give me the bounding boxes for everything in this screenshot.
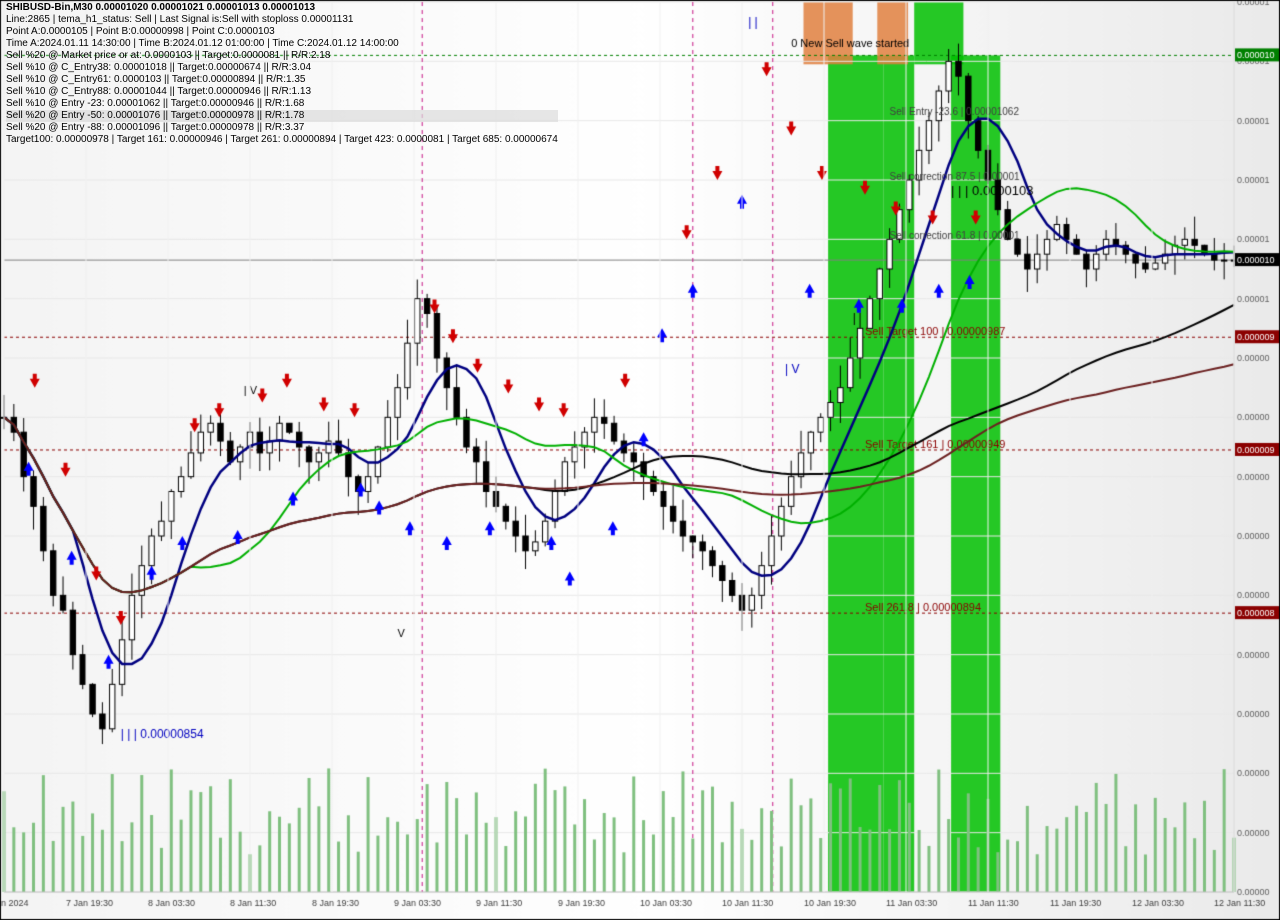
- info-line: Sell %20 @ Market price or at: 0.0000103…: [6, 50, 558, 62]
- info-lines: Line:2865 | tema_h1_status: Sell | Last …: [6, 14, 558, 146]
- chart-title: SHIBUSD-Bin,M30 0.00001020 0.00001021 0.…: [6, 2, 558, 14]
- info-line: Line:2865 | tema_h1_status: Sell | Last …: [6, 14, 558, 26]
- info-line: Point A:0.0000105 | Point B:0.00000998 |…: [6, 26, 558, 38]
- info-line: Sell %10 @ Entry -23: 0.00001062 || Targ…: [6, 98, 558, 110]
- info-line: Time A:2024.01.11 14:30:00 | Time B:2024…: [6, 38, 558, 50]
- chart-info-overlay: SHIBUSD-Bin,M30 0.00001020 0.00001021 0.…: [6, 2, 558, 146]
- info-line: Sell %10 @ C_Entry61: 0.0000103 || Targe…: [6, 74, 558, 86]
- info-line: Target100: 0.00000978 | Target 161: 0.00…: [6, 134, 558, 146]
- chart-container: MARKETZ TRADE SHIBUSD-Bin,M30 0.00001020…: [0, 0, 1280, 920]
- info-line: Sell %20 @ Entry -88: 0.00001096 || Targ…: [6, 122, 558, 134]
- info-line: Sell %10 @ C_Entry88: 0.00001044 || Targ…: [6, 86, 558, 98]
- info-line: Sell %20 @ Entry -50: 0.00001076 || Targ…: [6, 110, 558, 122]
- info-line: Sell %10 @ C_Entry38: 0.00001018 || Targ…: [6, 62, 558, 74]
